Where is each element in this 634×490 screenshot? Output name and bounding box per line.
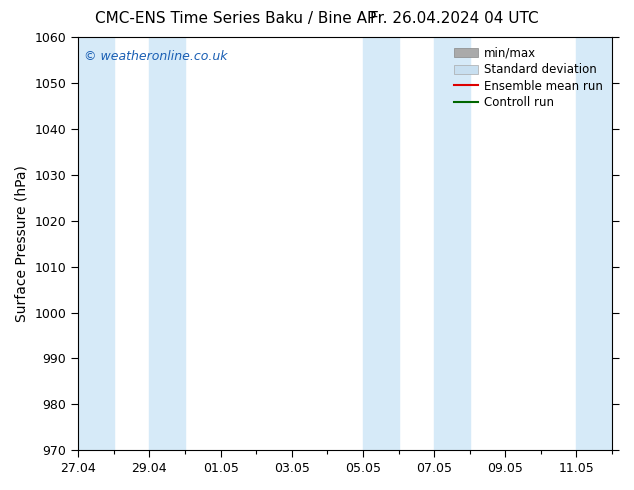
Legend: min/max, Standard deviation, Ensemble mean run, Controll run: min/max, Standard deviation, Ensemble me… — [451, 43, 606, 113]
Text: Fr. 26.04.2024 04 UTC: Fr. 26.04.2024 04 UTC — [370, 11, 539, 26]
Text: © weatheronline.co.uk: © weatheronline.co.uk — [84, 49, 227, 63]
Bar — [434, 37, 470, 450]
Text: CMC-ENS Time Series Baku / Bine AP: CMC-ENS Time Series Baku / Bine AP — [95, 11, 377, 26]
Y-axis label: Surface Pressure (hPa): Surface Pressure (hPa) — [15, 165, 29, 322]
Bar — [78, 37, 114, 450]
Bar — [576, 37, 612, 450]
Bar — [363, 37, 399, 450]
Bar — [150, 37, 185, 450]
